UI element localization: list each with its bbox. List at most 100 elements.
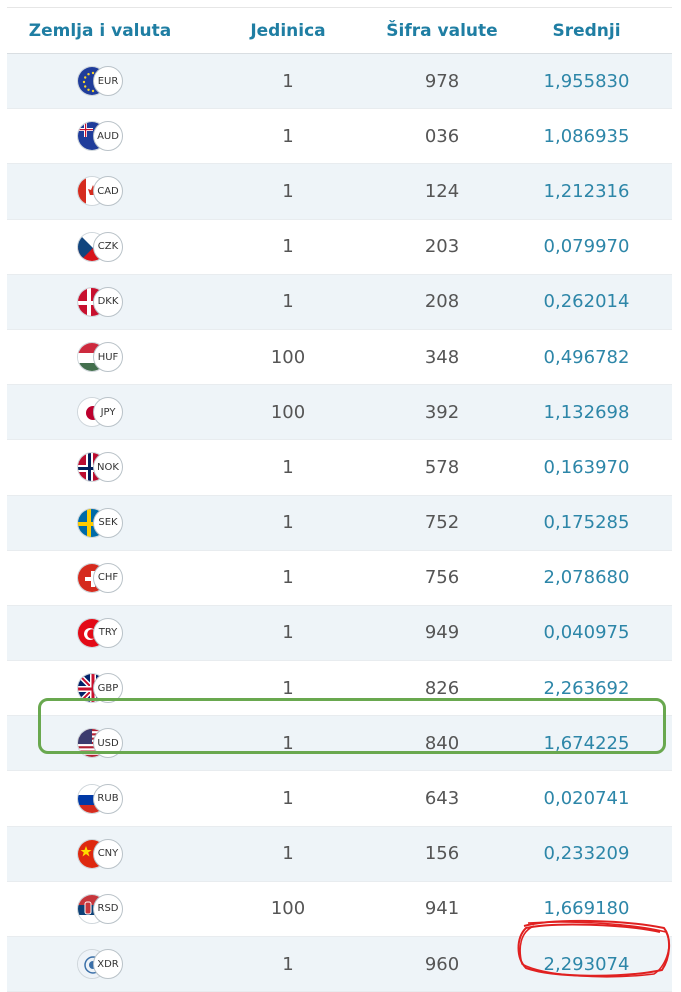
table-row: JPY 100 392 1,132698 bbox=[7, 385, 672, 441]
usd-highlight-box bbox=[38, 698, 666, 754]
serbia-flag-icon bbox=[77, 893, 107, 924]
currency-cell: AUD bbox=[7, 121, 193, 152]
currency-code-badge: HUF bbox=[93, 342, 123, 373]
currency-cell: XDR bbox=[7, 949, 193, 980]
middle-rate-cell[interactable]: 2,263692 bbox=[543, 677, 630, 699]
table-row: SEK 1 752 0,175285 bbox=[7, 495, 672, 551]
currency-number-cell: 348 bbox=[424, 346, 460, 368]
middle-rate-cell[interactable]: 0,079970 bbox=[543, 236, 630, 258]
table-row: CNY 1 156 0,233209 bbox=[7, 826, 672, 882]
currency-code-badge: RSD bbox=[93, 893, 123, 924]
table-row: NOK 1 578 0,163970 bbox=[7, 440, 672, 496]
currency-code-badge: RUB bbox=[93, 783, 123, 814]
currency-code-badge: AUD bbox=[93, 121, 123, 152]
table-body: EUR 1 978 1,955830 AUD 1 036 1,086935 CA… bbox=[7, 54, 672, 992]
header-unit[interactable]: Jedinica bbox=[250, 20, 326, 41]
unit-cell: 1 bbox=[282, 70, 294, 92]
currency-number-cell: 578 bbox=[424, 456, 460, 478]
currency-number-cell: 978 bbox=[424, 70, 460, 92]
currency-cell: CNY bbox=[7, 838, 193, 869]
middle-rate-cell[interactable]: 1,132698 bbox=[543, 401, 630, 423]
unit-cell: 100 bbox=[270, 346, 306, 368]
middle-rate-cell[interactable]: 0,496782 bbox=[543, 346, 630, 368]
currency-code-badge: TRY bbox=[93, 617, 123, 648]
currency-number-cell: 156 bbox=[424, 843, 460, 865]
currency-cell: CAD bbox=[7, 176, 193, 207]
currency-number-cell: 124 bbox=[424, 180, 460, 202]
currency-number-cell: 208 bbox=[424, 291, 460, 313]
currency-cell: JPY bbox=[7, 397, 193, 428]
currency-code-badge: EUR bbox=[93, 66, 123, 97]
currency-code-badge: SEK bbox=[93, 507, 123, 538]
unit-cell: 1 bbox=[282, 512, 294, 534]
currency-code-badge: NOK bbox=[93, 452, 123, 483]
middle-rate-cell[interactable]: 0,020741 bbox=[543, 788, 630, 810]
table-row: USD 1 840 1,674225 bbox=[7, 716, 672, 772]
currency-cell: RUB bbox=[7, 783, 193, 814]
currency-cell: HUF bbox=[7, 342, 193, 373]
unit-cell: 1 bbox=[282, 953, 294, 975]
currency-code-badge: DKK bbox=[93, 286, 123, 317]
currency-code-badge: CHF bbox=[93, 562, 123, 593]
header-currency-code[interactable]: Šifra valute bbox=[386, 20, 498, 41]
middle-rate-cell[interactable]: 0,262014 bbox=[543, 291, 630, 313]
currency-number-cell: 826 bbox=[424, 677, 460, 699]
exchange-rate-table: Zemlja i valuta Jedinica Šifra valute Sr… bbox=[7, 7, 672, 992]
middle-rate-cell[interactable]: 0,175285 bbox=[543, 512, 630, 534]
table-row: HUF 100 348 0,496782 bbox=[7, 330, 672, 386]
unit-cell: 1 bbox=[282, 236, 294, 258]
middle-rate-cell[interactable]: 1,674225 bbox=[543, 732, 630, 754]
currency-code-badge: CAD bbox=[93, 176, 123, 207]
currency-number-cell: 036 bbox=[424, 125, 460, 147]
unit-cell: 1 bbox=[282, 732, 294, 754]
middle-rate-cell[interactable]: 0,040975 bbox=[543, 622, 630, 644]
currency-number-cell: 203 bbox=[424, 236, 460, 258]
currency-cell: EUR bbox=[7, 66, 193, 97]
middle-rate-cell[interactable]: 1,212316 bbox=[543, 180, 630, 202]
table-row: RSD 100 941 1,669180 bbox=[7, 882, 672, 937]
currency-code-badge: JPY bbox=[93, 397, 123, 428]
table-row: DKK 1 208 0,262014 bbox=[7, 274, 672, 330]
currency-cell: NOK bbox=[7, 452, 193, 483]
currency-number-cell: 643 bbox=[424, 788, 460, 810]
usa-flag-icon bbox=[77, 728, 107, 759]
unit-cell: 100 bbox=[270, 898, 306, 920]
header-middle-rate[interactable]: Srednji bbox=[552, 20, 621, 41]
unit-cell: 1 bbox=[282, 843, 294, 865]
currency-cell: CHF bbox=[7, 562, 193, 593]
middle-rate-cell[interactable]: 2,078680 bbox=[543, 567, 630, 589]
table-row: RUB 1 643 0,020741 bbox=[7, 771, 672, 827]
currency-cell: SEK bbox=[7, 507, 193, 538]
unit-cell: 1 bbox=[282, 125, 294, 147]
table-row: TRY 1 949 0,040975 bbox=[7, 605, 672, 662]
currency-cell: TRY bbox=[7, 617, 193, 648]
table-row: AUD 1 036 1,086935 bbox=[7, 109, 672, 165]
middle-rate-cell[interactable]: 2,293074 bbox=[543, 953, 630, 975]
red-scribble-circle bbox=[517, 919, 670, 978]
middle-rate-cell[interactable]: 0,233209 bbox=[543, 843, 630, 865]
currency-cell: DKK bbox=[7, 286, 193, 317]
middle-rate-cell[interactable]: 0,163970 bbox=[543, 456, 630, 478]
middle-rate-cell[interactable]: 1,955830 bbox=[543, 70, 630, 92]
unit-cell: 1 bbox=[282, 622, 294, 644]
middle-rate-cell[interactable]: 1,086935 bbox=[543, 125, 630, 147]
currency-cell: RSD bbox=[7, 893, 193, 924]
currency-number-cell: 941 bbox=[424, 898, 460, 920]
unit-cell: 1 bbox=[282, 180, 294, 202]
header-country-currency[interactable]: Zemlja i valuta bbox=[28, 20, 172, 41]
unit-cell: 1 bbox=[282, 677, 294, 699]
table-row: EUR 1 978 1,955830 bbox=[7, 54, 672, 110]
currency-code-badge: XDR bbox=[93, 949, 123, 980]
currency-cell: CZK bbox=[7, 231, 193, 262]
unit-cell: 1 bbox=[282, 567, 294, 589]
table-row: CAD 1 124 1,212316 bbox=[7, 164, 672, 220]
unit-cell: 1 bbox=[282, 456, 294, 478]
unit-cell: 100 bbox=[270, 401, 306, 423]
currency-number-cell: 960 bbox=[424, 953, 460, 975]
currency-number-cell: 392 bbox=[424, 401, 460, 423]
table-row: CHF 1 756 2,078680 bbox=[7, 551, 672, 606]
middle-rate-cell[interactable]: 1,669180 bbox=[543, 898, 630, 920]
unit-cell: 1 bbox=[282, 788, 294, 810]
unit-cell: 1 bbox=[282, 291, 294, 313]
table-row: CZK 1 203 0,079970 bbox=[7, 220, 672, 275]
